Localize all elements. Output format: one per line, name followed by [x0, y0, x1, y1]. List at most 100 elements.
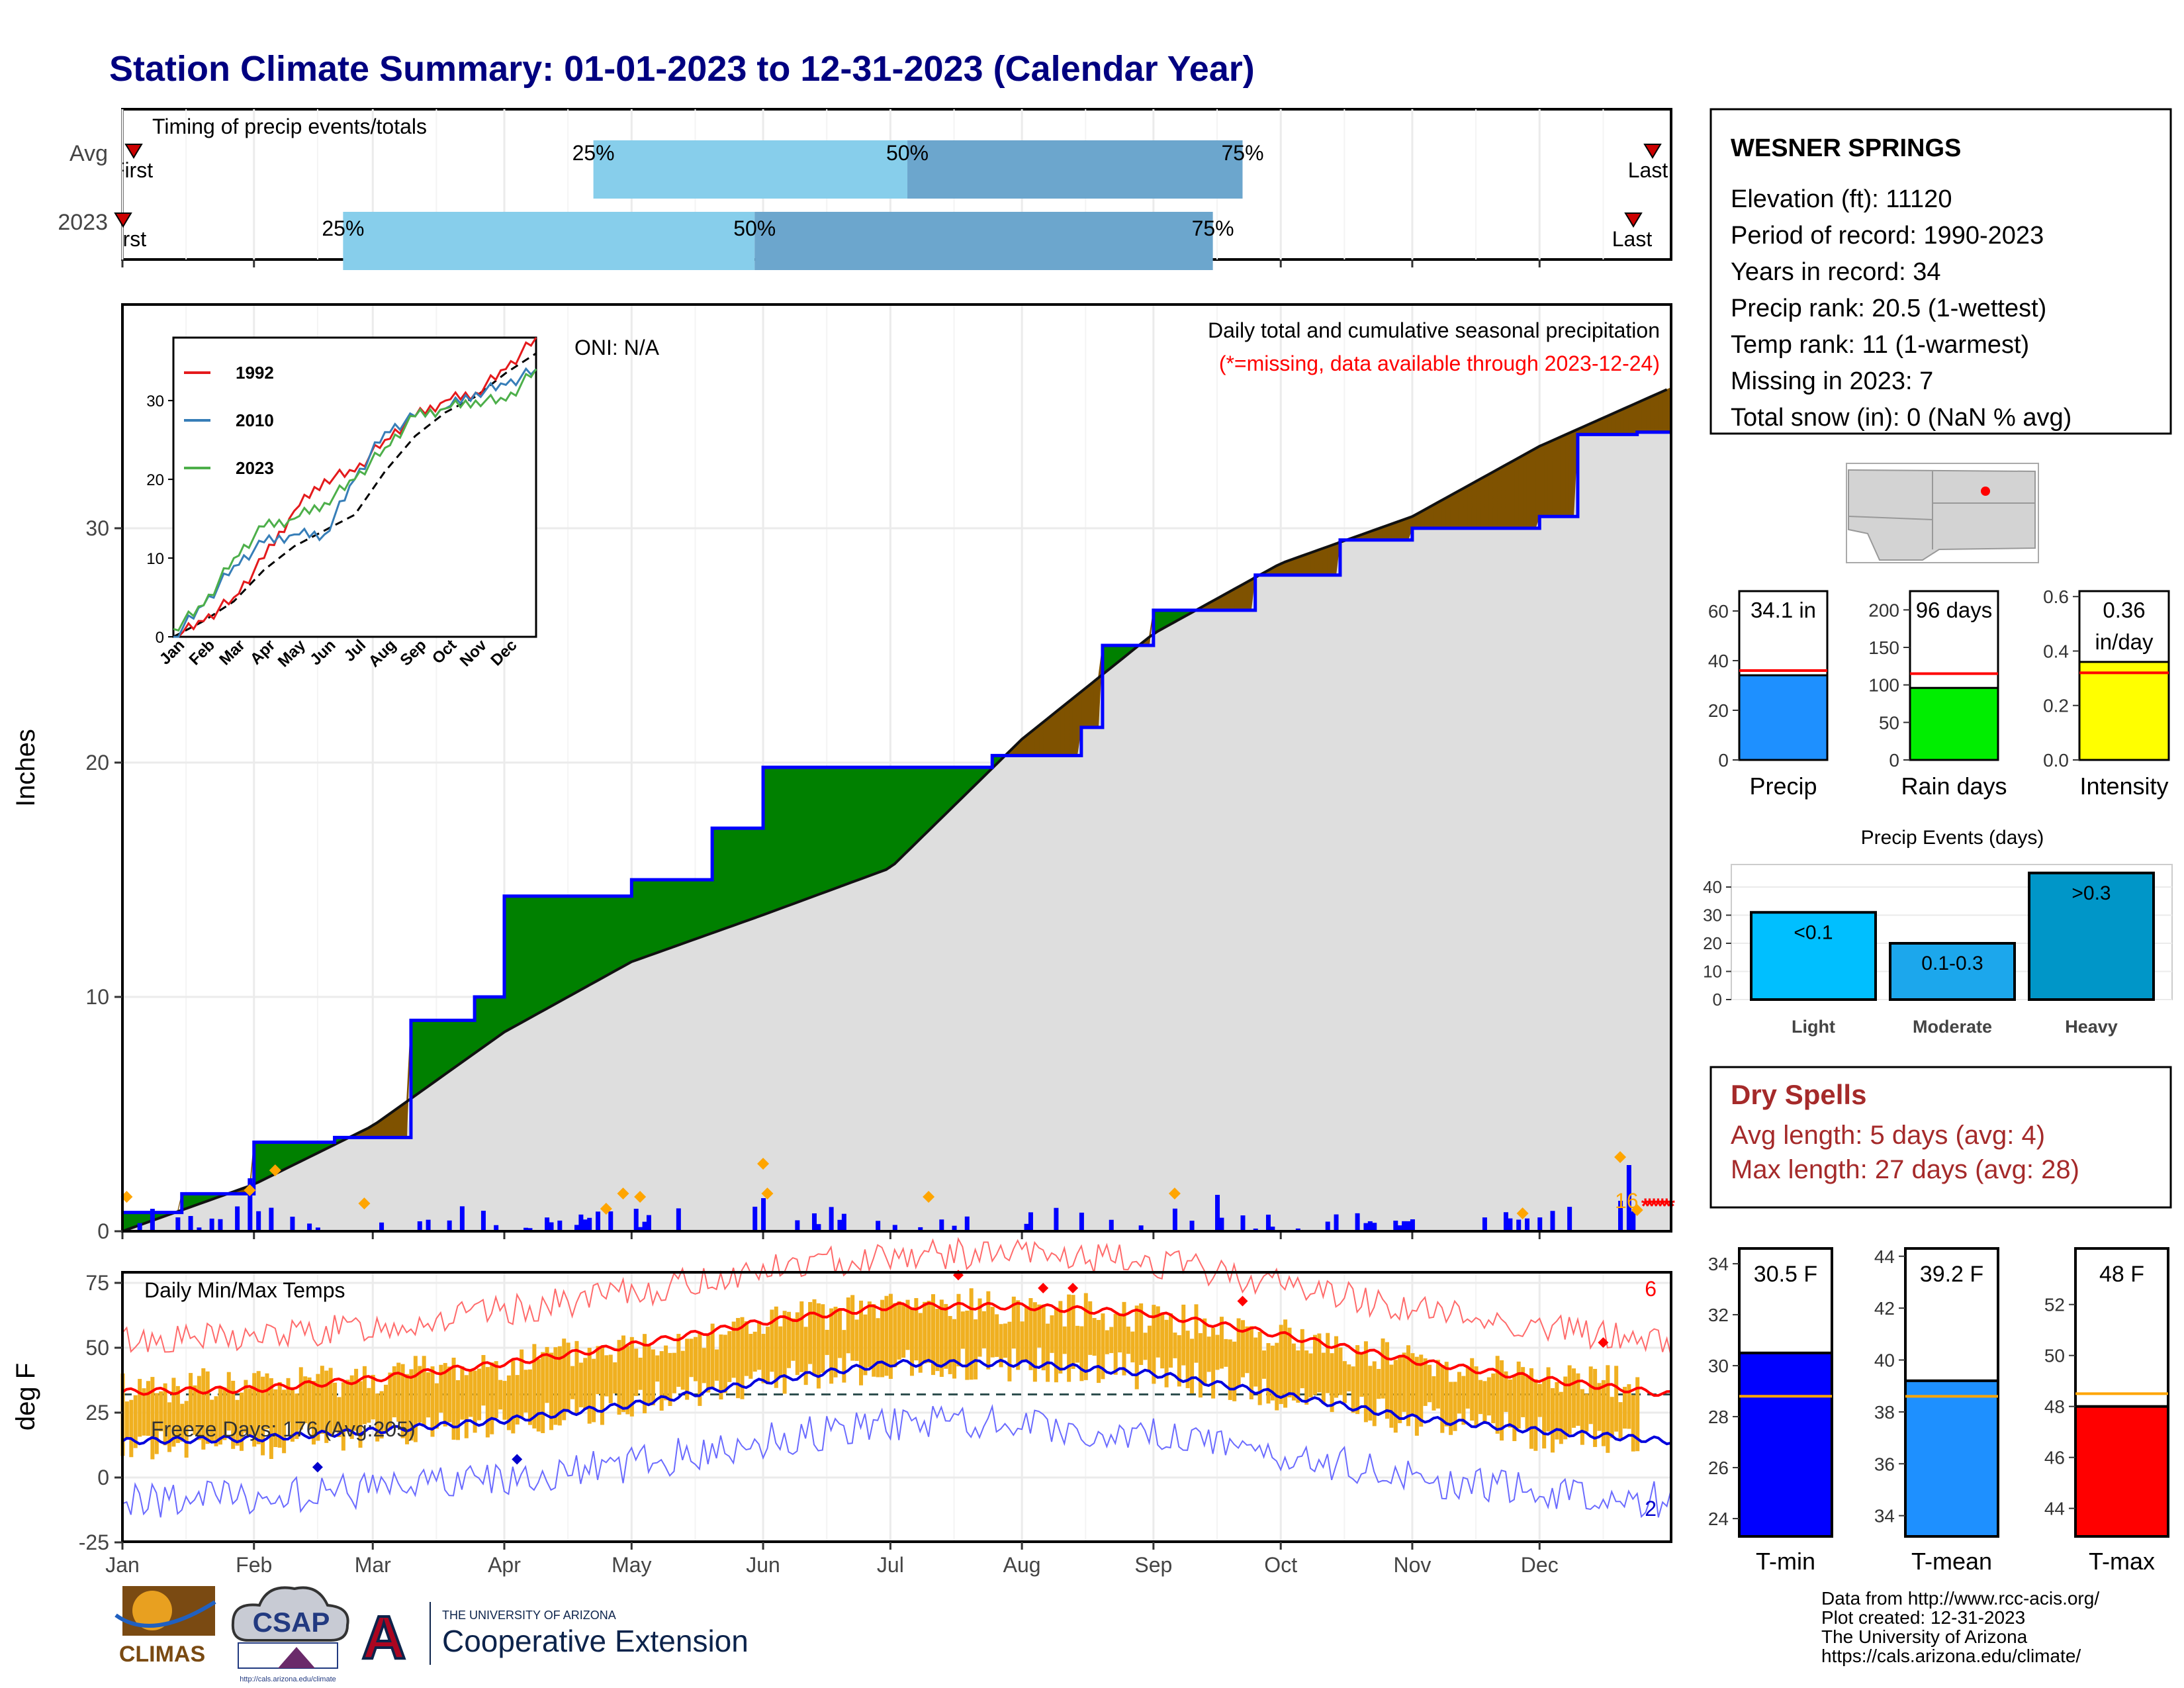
daily-temp-bar — [180, 1403, 185, 1442]
daily-temp-bar — [1257, 1331, 1262, 1405]
avg-min-line — [121, 1358, 1672, 1446]
daily-temp-bar — [502, 1381, 507, 1420]
daily-temp-bar — [995, 1314, 999, 1357]
daily-precip-bar — [1295, 1228, 1300, 1231]
avg-cumulative-line — [122, 388, 1668, 1233]
daily-precip-bar — [1215, 1195, 1220, 1231]
precip-event-marker — [923, 1191, 935, 1203]
daily-temp-bar — [1240, 1320, 1245, 1378]
daily-temp-bar — [405, 1374, 410, 1444]
y-tick-label: 34 — [1874, 1506, 1895, 1526]
daily-temp-bar — [256, 1371, 261, 1444]
station-marker — [1981, 487, 1990, 496]
daily-precip-bar — [1406, 1221, 1411, 1231]
daily-temp-bar — [825, 1329, 829, 1355]
daily-temp-bar — [142, 1388, 146, 1436]
daily-temp-bar — [715, 1349, 719, 1381]
month-tick-label: Aug — [1003, 1553, 1041, 1577]
climas-wave-icon — [114, 1600, 216, 1628]
daily-precip-bar — [523, 1227, 529, 1231]
missing-marker: * — [1662, 1194, 1671, 1218]
daily-temp-bar — [1546, 1367, 1551, 1432]
credits: Data from http://www.rcc-acis.org/ Plot … — [1821, 1588, 2099, 1666]
daily-precip-bar — [1138, 1225, 1144, 1231]
daily-temp-bar — [383, 1384, 388, 1431]
daily-temp-bar — [1559, 1391, 1563, 1444]
daily-temp-bar — [927, 1300, 931, 1363]
daily-temp-bar — [1071, 1295, 1075, 1369]
daily-precip-bar — [549, 1222, 554, 1231]
station-info-line: Period of record: 1990-2023 — [1731, 222, 2044, 250]
daily-temp-bar — [515, 1375, 520, 1425]
daily-temp-bar — [201, 1368, 206, 1450]
daily-precip-bar — [1482, 1217, 1487, 1231]
y-tick-label: 0.6 — [2043, 586, 2069, 607]
daily-temp-bar — [396, 1362, 401, 1422]
daily-temp-bar — [520, 1349, 524, 1418]
daily-temp-bar — [1219, 1317, 1224, 1369]
dry-spells-max: Max length: 27 days (avg: 28) — [1731, 1155, 2079, 1184]
daily-temp-bar — [1614, 1366, 1619, 1432]
daily-temp-bar — [388, 1372, 392, 1430]
daily-precip-bar — [1363, 1223, 1369, 1231]
daily-precip-bar — [1393, 1221, 1398, 1231]
daily-temp-bar — [791, 1318, 796, 1361]
month-tick-label: Feb — [236, 1553, 272, 1577]
daily-temp-bar — [1058, 1301, 1063, 1374]
daily-temp-bar — [1347, 1364, 1351, 1391]
csap-url-text: http://cals.arizona.edu/climate — [240, 1675, 336, 1683]
precip-ylabel: Inches — [11, 729, 40, 807]
daily-precip-bar — [1270, 1226, 1275, 1231]
daily-temp-bar — [969, 1288, 974, 1380]
daily-temp-bar — [1359, 1352, 1364, 1397]
daily-temp-bar — [978, 1298, 982, 1357]
events-category-label: Moderate — [1913, 1017, 1992, 1037]
credit-line: Data from http://www.rcc-acis.org/ — [1821, 1588, 2099, 1609]
daily-temp-bar — [613, 1362, 617, 1394]
daily-precip-bar — [596, 1211, 601, 1231]
timing-panel: 25% 50% 75% 25% 50% 75% First Last First Last Tim… — [58, 108, 1672, 270]
daily-temp-bar — [316, 1374, 320, 1441]
daily-temp-bar — [1414, 1356, 1419, 1436]
daily-temp-bar — [1393, 1360, 1398, 1433]
daily-temp-bar — [1432, 1376, 1436, 1411]
daily-temp-bar — [600, 1346, 604, 1425]
daily-precip-bar — [841, 1213, 846, 1231]
daily-temp-bar — [557, 1346, 562, 1426]
daily-precip-bar — [1567, 1207, 1572, 1231]
y-tick-label: 150 — [1868, 637, 1899, 658]
daily-temp-bar — [621, 1335, 625, 1413]
daily-temp-bar — [1046, 1323, 1050, 1382]
daily-temp-bar — [1020, 1321, 1024, 1362]
summary-bar — [1738, 674, 1829, 761]
temp-bar — [1738, 1351, 1833, 1538]
daily-precip-bar — [315, 1227, 320, 1231]
y-tick-label: 10 — [85, 985, 109, 1009]
daily-temp-bar — [337, 1397, 341, 1437]
daily-precip-bar — [1325, 1221, 1330, 1231]
timing-pct-label: 50% — [733, 216, 776, 240]
y-tick-label: 0 — [1889, 750, 1899, 771]
summary-bar — [2078, 661, 2170, 761]
y-tick-label: 36 — [1874, 1454, 1895, 1474]
daily-temp-bar — [787, 1311, 792, 1368]
precip-event-marker — [757, 1158, 770, 1170]
daily-temp-bar — [1249, 1326, 1253, 1399]
daily-temp-bar — [413, 1356, 418, 1442]
daily-temp-bar — [1139, 1303, 1144, 1366]
daily-temp-bar — [447, 1366, 452, 1423]
y-tick-label: 48 — [2044, 1397, 2065, 1417]
month-tick-label: Oct — [1264, 1553, 1297, 1577]
temp-title: Daily Min/Max Temps — [144, 1278, 345, 1302]
temp-bar-label: T-mean — [1911, 1548, 1992, 1575]
y-tick-label: 30 — [1708, 1356, 1729, 1376]
daily-temp-bar — [1330, 1353, 1334, 1413]
y-tick-label: 20 — [1708, 700, 1729, 721]
daily-temp-bar — [854, 1319, 859, 1361]
ua-small-text: THE UNIVERSITY OF ARIZONA — [442, 1609, 616, 1622]
timing-marker-icon — [1624, 212, 1643, 228]
csap-logo: CSAP http://cals.arizona.edu/climate — [231, 1586, 349, 1683]
station-info-line: Missing in 2023: 7 — [1731, 367, 1933, 395]
summary-bar-unit: in/day — [2095, 630, 2154, 654]
daily-precip-bar — [1525, 1218, 1530, 1231]
